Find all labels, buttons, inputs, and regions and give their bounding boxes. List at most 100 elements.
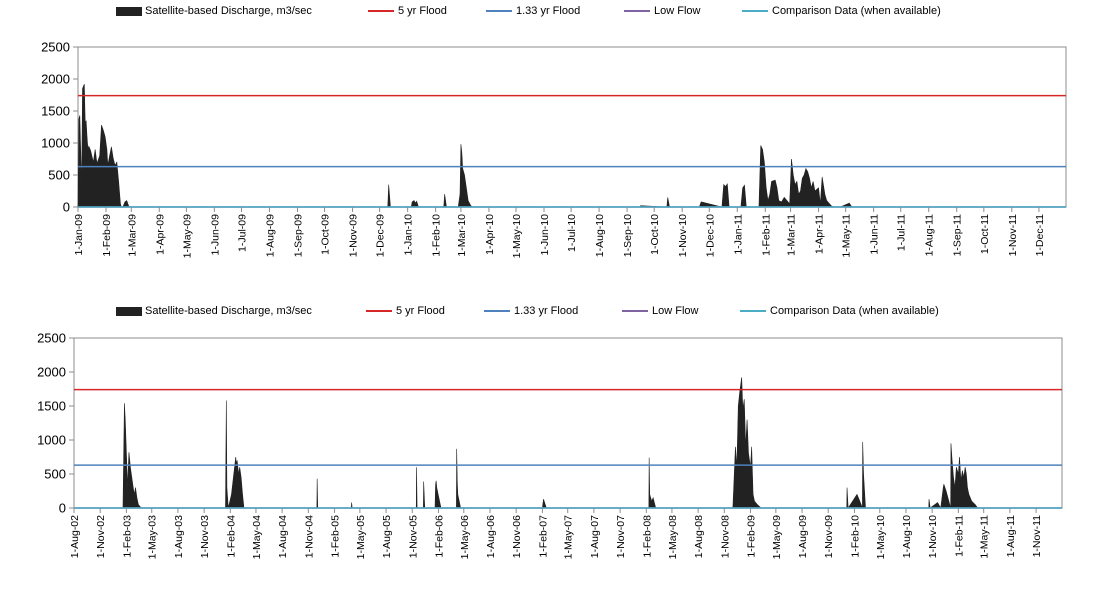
x-tick-label: 1-May-05 (355, 515, 367, 560)
x-tick-label: 1-Sep-11 (952, 214, 964, 257)
legend-label: 1.33 yr Flood (516, 5, 581, 17)
x-tick-label: 1-Jun-09 (209, 214, 221, 256)
x-tick-label: 1-Nov-09 (823, 515, 835, 558)
x-tick-label: 1-Nov-06 (511, 515, 523, 558)
x-tick-label: 1-Oct-11 (979, 214, 991, 254)
legend-label: 5 yr Flood (398, 5, 447, 17)
plot-svg: 0 500 1000 1500 2000 2500 1-Aug-02 1-Nov-02 1-Fe… (37, 331, 1063, 560)
legend-entry-133yr-flood: 1.33 yr Flood (486, 3, 580, 19)
x-tick-label: 1-Feb-09 (101, 214, 113, 257)
legend-label: Low Flow (652, 305, 699, 317)
x-tick-label: 1-Jul-09 (236, 214, 248, 252)
legend-swatch-line (742, 10, 768, 12)
discharge-area (77, 84, 1066, 208)
x-tick-label: 1-May-09 (771, 515, 783, 560)
x-tick-label: 1-Jan-11 (732, 214, 744, 255)
x-tick-label: 1-Apr-11 (814, 214, 826, 254)
x-tick-label: 1-Mar-11 (786, 214, 798, 256)
plot-frame (73, 337, 1063, 509)
x-tick-label: 1-Dec-09 (375, 214, 387, 257)
x-tick-label: 1-Feb-10 (431, 214, 443, 257)
legend-entry-discharge: Satellite-based Discharge, m3/sec (116, 3, 312, 19)
legend-label: 5 yr Flood (396, 305, 445, 317)
x-tick-label: 1-May-06 (459, 515, 471, 560)
x-tick-label: 1-Aug-09 (264, 214, 276, 257)
legend-swatch-area (116, 306, 142, 316)
legend-swatch-line (366, 310, 392, 312)
x-tick-label: 1-May-10 (875, 515, 887, 560)
x-tick-label: 1-Jun-10 (539, 214, 551, 256)
x-tick-label: 1-Nov-05 (407, 515, 419, 558)
legend-entry-5yr-flood: 5 yr Flood (368, 3, 447, 19)
x-tick-label: 1-Aug-08 (693, 515, 705, 558)
legend-swatch-line (484, 310, 510, 312)
x-tick-label: 1-May-11 (979, 515, 991, 559)
x-tick-label: 1-Aug-05 (381, 515, 393, 558)
y-tick-label: 1000 (37, 433, 66, 448)
x-tick-label: 1-Apr-09 (154, 214, 166, 255)
x-tick-label: 1-May-08 (667, 515, 679, 560)
x-tick-label: 1-Nov-09 (348, 214, 360, 257)
x-tick-label: 1-Nov-02 (95, 515, 107, 558)
plot-svg: 0 500 1000 1500 2000 2500 1-Jan-09 1-Feb-09 1-Ma… (41, 40, 1067, 259)
x-tick-label: 1-Nov-11 (1007, 214, 1019, 257)
x-tick-label: 1-Aug-03 (173, 515, 185, 558)
y-tick-label: 500 (44, 467, 66, 482)
x-tick-label: 1-Feb-10 (849, 515, 861, 558)
legend-entry-low-flow: Low Flow (624, 3, 700, 19)
legend-swatch-area (116, 6, 142, 16)
y-tick-label: 1500 (37, 399, 66, 414)
x-tick-label: 1-Jan-09 (73, 214, 85, 256)
x-tick-label: 1-Feb-04 (225, 515, 237, 558)
x-tick-label: 1-Mar-10 (456, 214, 468, 257)
x-tick-label: 1-Dec-10 (704, 214, 716, 257)
x-tick-label: 1-Feb-11 (760, 214, 772, 256)
x-tick-label: 1-Nov-10 (677, 214, 689, 257)
x-tick-label: 1-Aug-02 (69, 515, 81, 558)
x-tick-label: 1-Aug-11 (924, 214, 936, 257)
x-tick-label: 1-Nov-03 (199, 515, 211, 558)
x-tick-label: 1-Mar-09 (126, 214, 138, 257)
x-tick-label: 1-Dec-11 (1034, 214, 1046, 257)
legend-swatch-line (740, 310, 766, 312)
legend-entry-comparison: Comparison Data (when available) (742, 3, 941, 19)
x-tick-label: 1-Aug-09 (797, 515, 809, 558)
x-tick-label: 1-Jun-11 (869, 214, 881, 255)
legend-label: Comparison Data (when available) (770, 305, 939, 317)
legend-swatch-line (624, 10, 650, 12)
legend-label: Satellite-based Discharge, m3/sec (145, 5, 312, 17)
y-tick-label: 1000 (41, 136, 70, 151)
x-tick-label: 1-Jul-10 (566, 214, 578, 252)
plot-frame (77, 46, 1067, 208)
legend: Satellite-based Discharge, m3/sec 5 yr F… (0, 300, 1094, 320)
x-tick-label: 1-May-09 (181, 214, 193, 259)
x-tick-label: 1-Feb-07 (537, 515, 549, 558)
legend-swatch-line (368, 10, 394, 12)
legend-label: Satellite-based Discharge, m3/sec (145, 305, 312, 317)
y-tick-label: 1500 (41, 104, 70, 119)
x-tick-label: 1-Aug-04 (277, 515, 289, 558)
x-tick-label: 1-May-11 (841, 214, 853, 258)
x-tick-label: 1-Aug-11 (1005, 515, 1017, 558)
x-tick-label: 1-Oct-09 (320, 214, 332, 255)
y-tick-label: 0 (59, 501, 66, 516)
y-tick-label: 2000 (37, 365, 66, 380)
y-tick-label: 2500 (37, 331, 66, 346)
x-tick-label: 1-Aug-06 (485, 515, 497, 558)
x-tick-label: 1-Feb-11 (953, 515, 965, 557)
x-tick-label: 1-Aug-10 (594, 214, 606, 257)
x-tick-label: 1-Feb-03 (121, 515, 133, 558)
legend-swatch-line (486, 10, 512, 12)
x-tick-label: 1-Aug-07 (589, 515, 601, 558)
legend-entry-discharge: Satellite-based Discharge, m3/sec (116, 303, 312, 319)
legend-label: 1.33 yr Flood (514, 305, 579, 317)
x-tick-label: 1-Feb-08 (641, 515, 653, 558)
x-tick-label: 1-Feb-06 (433, 515, 445, 558)
x-tick-label: 1-Nov-07 (615, 515, 627, 558)
x-tick-label: 1-Feb-09 (746, 515, 758, 558)
y-tick-label: 2000 (41, 72, 70, 87)
x-tick-label: 1-May-03 (147, 515, 159, 560)
x-tick-label: 1-May-07 (563, 515, 575, 560)
x-tick-label: 1-Nov-10 (927, 515, 939, 558)
x-tick-label: 1-May-04 (251, 515, 263, 560)
